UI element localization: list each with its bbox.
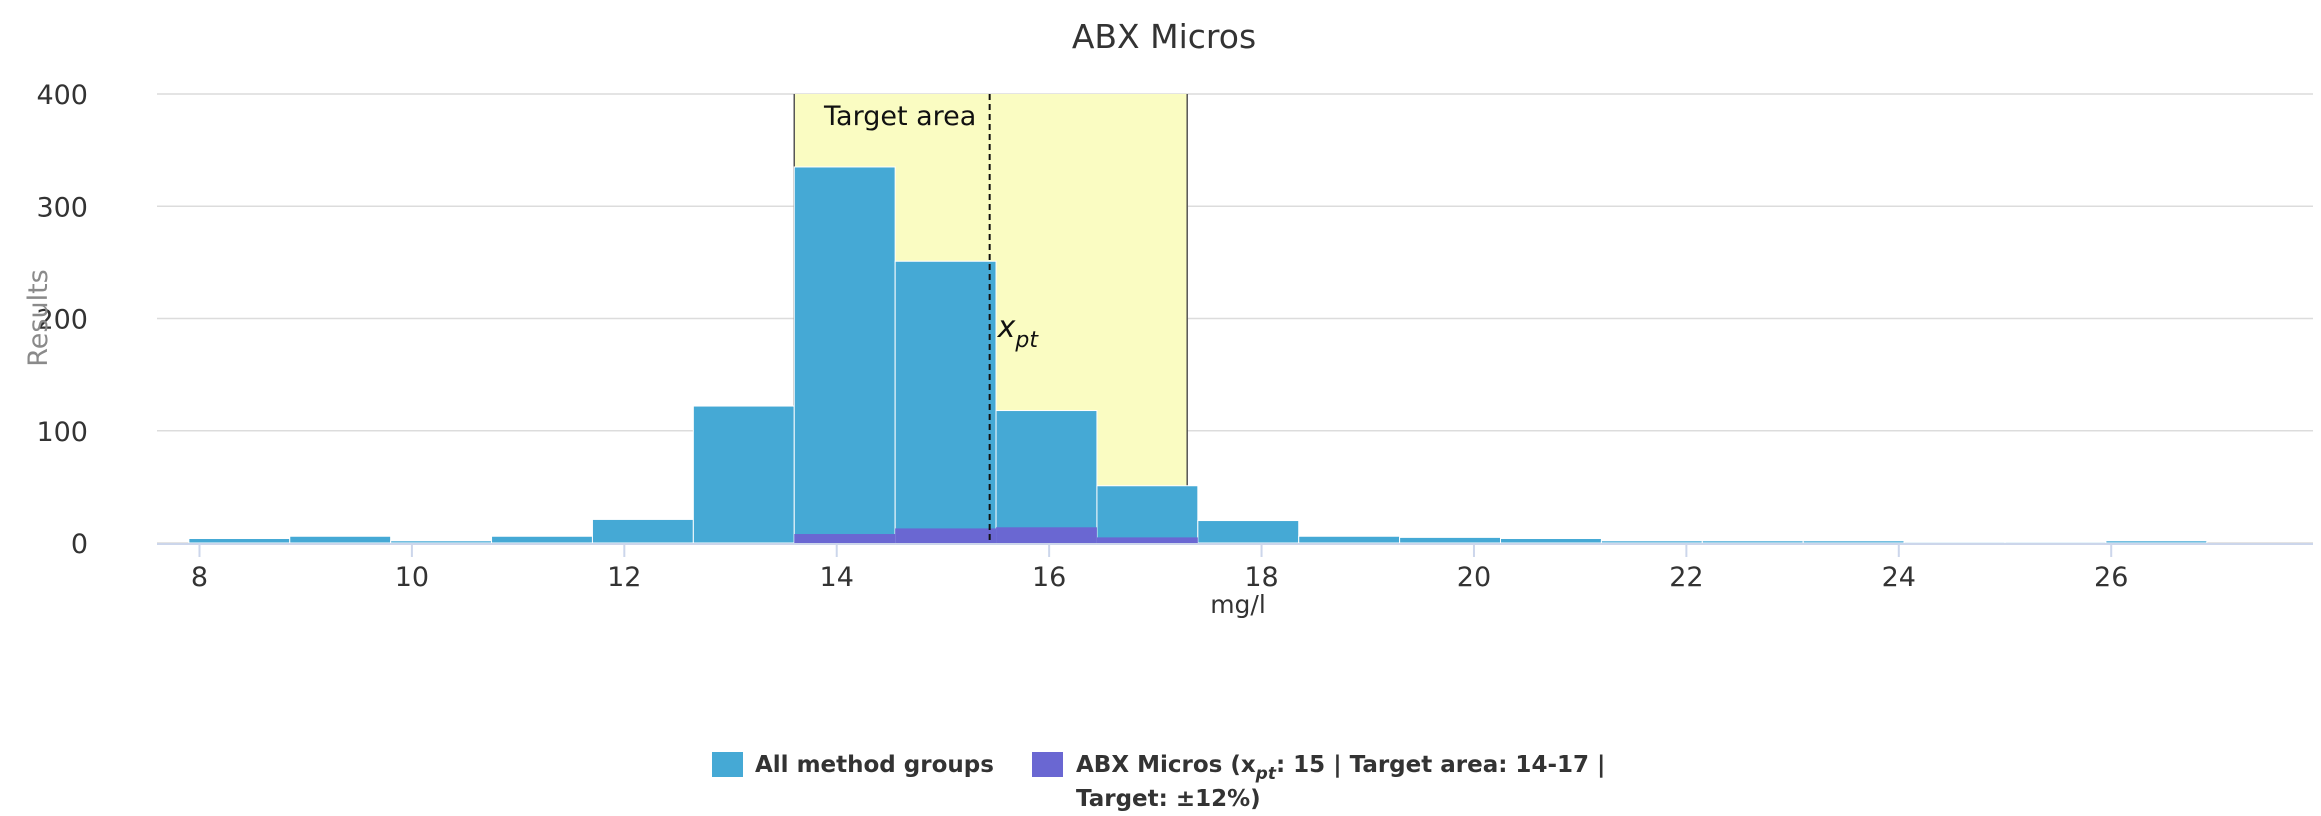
bar-abx-micros[interactable]: [895, 528, 997, 543]
legend-label-abx-subscript: pt: [1255, 764, 1277, 784]
legend-label-all: All method groups: [755, 752, 994, 778]
legend-item-abx-micros[interactable]: ABX Micros (xpt: 15 | Target area: 14-17…: [1032, 752, 1605, 812]
bar-all-method-groups[interactable]: [2004, 541, 2107, 544]
band-label: Target area: [823, 101, 976, 132]
bar-all-method-groups[interactable]: [591, 518, 694, 544]
bar-all-method-groups[interactable]: [1802, 540, 1905, 544]
legend-item-all-method-groups[interactable]: All method groups: [712, 752, 994, 778]
x-tick-label: 18: [1244, 562, 1278, 593]
bar-all-method-groups[interactable]: [1701, 540, 1804, 544]
bar-all-method-groups[interactable]: [1600, 540, 1703, 544]
x-tick-label: 24: [1882, 562, 1916, 593]
legend-swatch-all: [712, 752, 743, 777]
bar-all-method-groups[interactable]: [491, 535, 593, 544]
legend-label-abx-line2: Target: ±12%): [1076, 786, 1261, 812]
bar-abx-micros[interactable]: [1096, 537, 1198, 543]
bar-all-method-groups[interactable]: [692, 405, 795, 544]
y-axis: 0 100 200 300 400: [36, 80, 88, 560]
y-tick-label: 300: [36, 192, 88, 223]
legend-label-abx-part2: : 15 | Target area: 14-17 |: [1276, 752, 1605, 778]
chart-title: ABX Micros: [1072, 17, 1256, 56]
x-tick-label: 26: [2094, 562, 2128, 593]
y-tick-label: 0: [71, 529, 88, 560]
bar-all-method-groups[interactable]: [995, 410, 1098, 544]
legend: All method groups ABX Micros (xpt: 15 | …: [712, 752, 1605, 812]
bar-all-method-groups[interactable]: [894, 260, 997, 544]
bar-all-method-groups[interactable]: [1500, 538, 1602, 544]
y-tick-label: 200: [36, 305, 88, 336]
bar-all-method-groups[interactable]: [2105, 540, 2208, 544]
xpt-label: xpt: [997, 310, 1040, 353]
bar-all-method-groups[interactable]: [1298, 535, 1401, 544]
legend-label-abx-part1: ABX Micros (x: [1076, 752, 1256, 778]
bar-all-method-groups[interactable]: [1096, 485, 1199, 544]
y-axis-title: Results: [23, 269, 54, 367]
xpt-label-main: x: [997, 310, 1016, 345]
x-tick-label: 10: [395, 562, 429, 593]
legend-swatch-abx: [1032, 752, 1063, 777]
x-axis-title: mg/l: [1210, 590, 1266, 619]
bar-all-method-groups[interactable]: [793, 166, 896, 544]
series-abx-micros: [794, 527, 1198, 543]
bar-abx-micros[interactable]: [996, 527, 1097, 543]
y-tick-label: 100: [36, 417, 88, 448]
x-tick-label: 12: [607, 562, 641, 593]
gridlines: [157, 93, 2313, 544]
x-axis: 8 10 12 14 16 18 20 22 24 26: [157, 543, 2313, 593]
bar-all-method-groups[interactable]: [390, 540, 493, 544]
bar-all-method-groups[interactable]: [1197, 520, 1300, 544]
bar-all-method-groups[interactable]: [188, 538, 291, 544]
x-tick-label: 20: [1457, 562, 1491, 593]
bar-abx-micros[interactable]: [794, 534, 896, 543]
xpt-label-subscript: pt: [1014, 328, 1039, 353]
x-tick-label: 14: [820, 562, 854, 593]
series-all-method-groups: [188, 166, 2208, 544]
x-tick-label: 16: [1032, 562, 1066, 593]
y-tick-label: 400: [36, 80, 88, 111]
bar-all-method-groups[interactable]: [1399, 536, 1502, 544]
bar-all-method-groups[interactable]: [1903, 541, 2006, 544]
bar-all-method-groups[interactable]: [289, 535, 392, 544]
x-tick-label: 8: [191, 562, 208, 593]
x-tick-label: 22: [1669, 562, 1703, 593]
legend-label-abx-line1: ABX Micros (xpt: 15 | Target area: 14-17…: [1076, 752, 1605, 784]
